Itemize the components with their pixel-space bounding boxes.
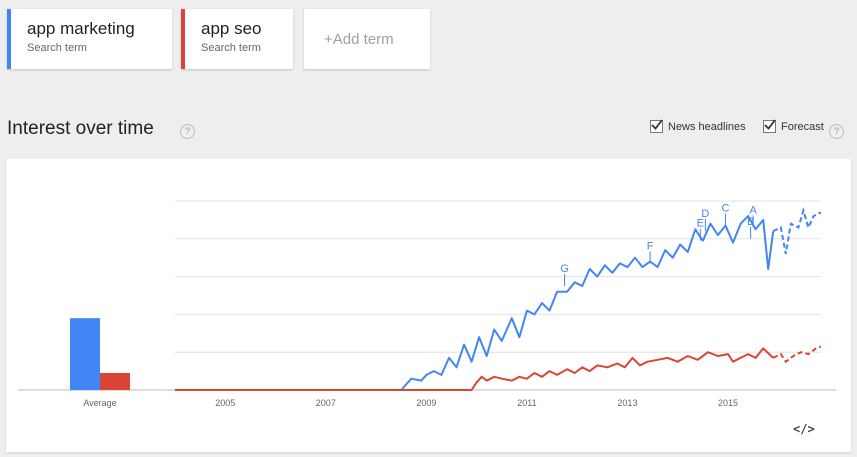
annotation-marker-c: C	[722, 203, 730, 215]
interest-over-time-chart: Average 2005 2007 2009 2011 2013 2015 G F E D C B A <…	[6, 159, 851, 452]
series-line-app-marketing	[175, 215, 775, 391]
news-headlines-toggle[interactable]: News headlines	[650, 119, 746, 133]
term-color-bar	[7, 9, 11, 69]
annotation-marker-e: E	[697, 218, 704, 230]
annotation-marker-d: D	[701, 208, 709, 220]
x-tick-label: 2009	[416, 398, 436, 408]
add-term-button[interactable]: +Add term	[304, 9, 430, 69]
checkmark-icon	[764, 119, 776, 130]
news-headlines-checkbox[interactable]	[650, 119, 663, 133]
search-term-card-app-marketing[interactable]: app marketing Search term	[7, 9, 172, 69]
forecast-label: Forecast	[781, 120, 824, 133]
x-tick-label: 2007	[316, 398, 336, 408]
annotation-marker-a: A	[749, 204, 757, 216]
annotation-marker-f: F	[647, 240, 654, 252]
term-subtitle: Search term	[201, 42, 261, 54]
average-label: Average	[83, 398, 116, 408]
section-title: Interest over time	[7, 118, 154, 139]
help-icon[interactable]: ?	[180, 124, 195, 139]
term-name: app marketing	[27, 19, 135, 38]
annotation-marker-b: B	[747, 216, 754, 228]
series-line-app-seo	[175, 347, 774, 391]
x-tick-label: 2013	[617, 398, 637, 408]
term-color-bar	[181, 9, 185, 69]
search-term-card-app-seo[interactable]: app seo Search term	[181, 9, 293, 69]
forecast-checkbox[interactable]	[763, 119, 776, 133]
term-subtitle: Search term	[27, 42, 87, 54]
forecast-help-icon[interactable]: ?	[829, 124, 844, 139]
x-tick-label: 2015	[718, 398, 738, 408]
average-bar-app-seo	[100, 372, 130, 390]
average-bar-app-marketing	[70, 318, 100, 390]
forecast-line-app-marketing	[772, 206, 822, 255]
x-tick-label: 2011	[517, 398, 536, 408]
term-name: app seo	[201, 19, 262, 38]
checkmark-icon	[651, 119, 663, 130]
forecast-toggle[interactable]: Forecast	[763, 119, 824, 133]
news-headlines-label: News headlines	[668, 120, 746, 133]
add-term-label: +Add term	[324, 31, 394, 48]
x-tick-label: 2005	[215, 398, 235, 408]
annotation-marker-g: G	[560, 263, 569, 275]
chart-svg: Average 2005 2007 2009 2011 2013 2015 G F ED C BA	[18, 200, 836, 408]
forecast-line-app-seo	[772, 345, 822, 364]
embed-code-icon[interactable]: </>	[793, 422, 815, 436]
